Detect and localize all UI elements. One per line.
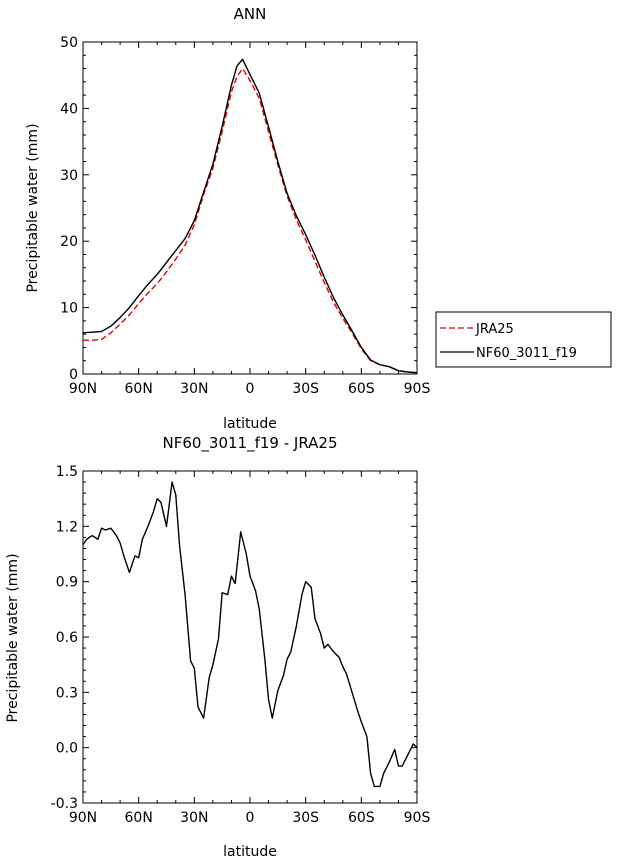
y-tick-label: 0.9 [56,575,78,591]
y-tick-label: 0 [69,367,78,383]
y-tick-label: 0.6 [56,630,78,646]
y-axis-label-bottom: Precipitable water (mm) [5,553,21,722]
x-tick-label: 0 [246,381,255,397]
series-line-nf60-3011-f19 [82,58,418,374]
y-tick-label: 10 [60,301,78,317]
legend: JRA25 NF60_3011_f19 [435,311,612,368]
chart-title-bottom: NF60_3011_f19 - JRA25 [162,434,337,453]
series-line-nf60-3011-f19-jra25 [82,481,418,788]
legend-label-jra25: JRA25 [475,322,514,337]
series-line-jra25 [83,67,418,374]
x-tick-label: 60S [348,381,375,397]
y-tick-label: 40 [60,101,78,117]
plot-frame [82,470,418,804]
x-tick-label: 60N [125,381,153,397]
x-tick-label: 90S [404,381,431,397]
y-tick-label: 1.2 [56,519,78,535]
chart-title-top: ANN [234,5,267,23]
x-tick-label: 30S [292,810,319,826]
legend-label-nf60: NF60_3011_f19 [476,346,577,361]
y-tick-label: 0.3 [56,685,78,701]
x-tick-label: 90N [69,810,97,826]
y-axis-label-top: Precipitable water (mm) [25,123,41,292]
x-tick-label: 60N [125,810,153,826]
x-tick-label: 30N [180,381,208,397]
plot-frame [82,41,418,375]
y-tick-label: 30 [60,168,78,184]
x-axis-label-bottom: latitude [223,844,277,860]
x-tick-label: 90S [404,810,431,826]
chart-panel-top: ANN 90N 60N 30N 0 30S 60S 90S 0 10 20 30 40 50 latit… [25,5,430,432]
y-tick-label: 50 [60,35,78,51]
y-tick-label: 20 [60,234,78,250]
y-tick-label: 1.5 [56,464,78,480]
chart-panel-bottom: NF60_3011_f19 - JRA25 90N 60N 30N 0 30S 60S 90… [5,434,430,860]
x-tick-label: 60S [348,810,375,826]
y-tick-label: -0.3 [51,796,78,812]
x-tick-label: 0 [246,810,255,826]
x-tick-label: 90N [69,381,97,397]
y-tick-label: 0.0 [56,741,78,757]
x-axis-label-top: latitude [223,416,277,432]
x-tick-label: 30N [180,810,208,826]
legend-box [435,311,612,368]
x-tick-label: 30S [292,381,319,397]
